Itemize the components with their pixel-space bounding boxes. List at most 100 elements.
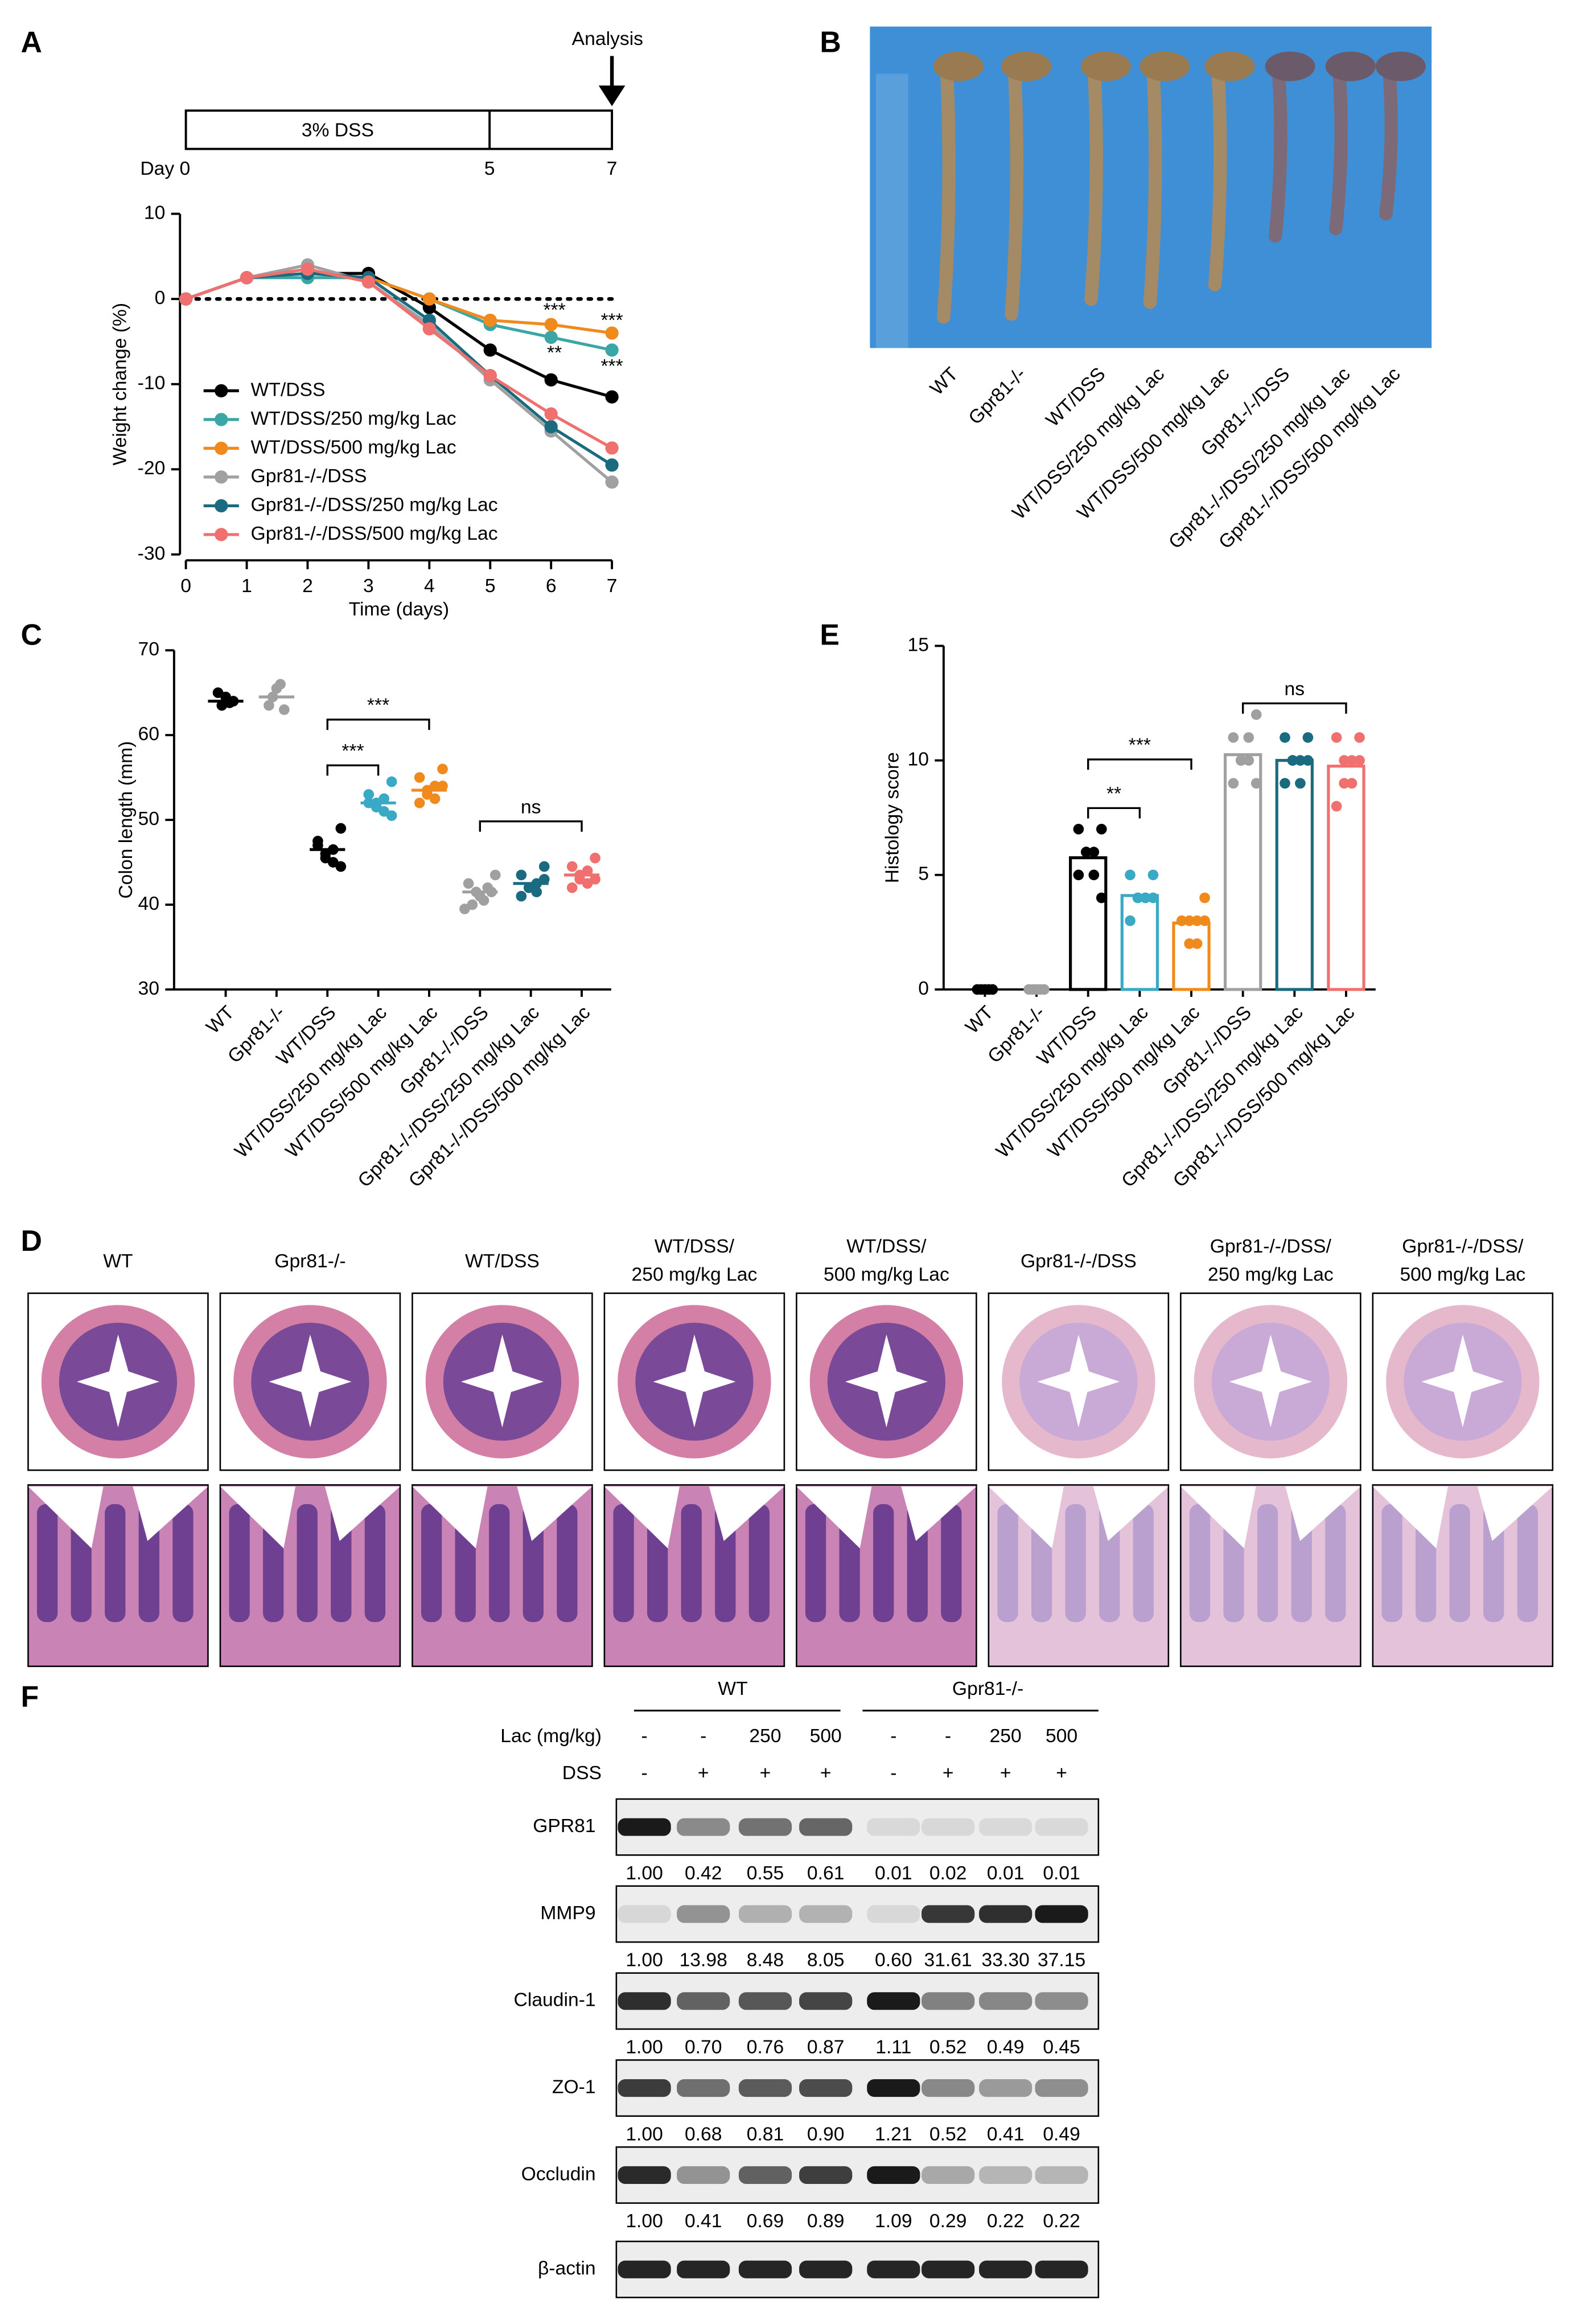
data-point [1250,709,1262,720]
data-point [1073,869,1084,881]
data-point [1147,869,1159,881]
cecum [1080,51,1131,81]
data-point [1346,755,1357,766]
band-quantification: 0.87 [807,2037,845,2058]
data-point [386,776,397,787]
lane-label: - [945,1726,951,1747]
data-point [538,861,550,872]
data-point [414,772,425,783]
histology-header: WT/DSS/ [655,1236,735,1257]
cecum [1001,51,1051,81]
band-quantification: 37.15 [1038,1950,1085,1971]
specimen-label: Gpr81-/- [965,363,1030,429]
lane-label: - [700,1726,706,1747]
data-point [1228,732,1239,743]
photo-ruler [875,73,908,348]
data-point [459,904,470,914]
lumen [269,1335,352,1428]
lumen [845,1335,928,1428]
lane-label: - [890,1763,896,1784]
band [677,1905,730,1923]
band [867,2079,920,2097]
band-quantification: 1.00 [626,1863,663,1884]
band-quantification: 1.11 [875,2037,911,2058]
significance: *** [342,741,364,762]
lane-label: - [641,1726,647,1747]
data-point [483,313,497,327]
band-quantification: 1.00 [626,2211,663,2232]
band-quantification: 0.45 [1043,2037,1080,2058]
data-point [437,781,448,791]
band-quantification: 0.02 [929,1863,967,1884]
band [921,2260,975,2278]
band-quantification: 0.90 [807,2124,845,2145]
cecum [1139,51,1190,81]
crypt [421,1504,442,1623]
y-tick-label: 0 [918,978,929,999]
significance-bracket [1087,807,1141,819]
band [677,1818,730,1836]
panel-label: C [20,618,42,651]
significance: ns [521,796,541,818]
data-point [1140,892,1151,904]
crypt [748,1504,770,1623]
data-point [1073,824,1084,835]
data-point [1023,984,1034,995]
data-point [544,407,558,421]
colon [1329,59,1348,236]
lumen [460,1335,544,1428]
data-point [264,700,274,711]
crypt [105,1504,126,1623]
lane-label: 250 [749,1726,781,1747]
band [1035,2166,1088,2184]
band-quantification: 0.52 [929,2124,967,2145]
band [979,2079,1032,2097]
data-point [1339,778,1350,789]
data-point [463,878,474,889]
legend-label: Gpr81-/-/DSS/250 mg/kg Lac [251,494,498,515]
band-quantification: 0.52 [929,2037,967,2058]
data-point [566,861,578,872]
crypt [941,1504,962,1623]
data-point [1184,915,1195,926]
data-point [605,441,619,455]
colon [1208,59,1227,291]
band-name: β-actin [538,2258,596,2279]
panel-label: F [20,1680,39,1713]
data-point [1235,755,1246,766]
histology-header: WT/DSS [465,1251,540,1272]
band-name: MMP9 [540,1903,595,1924]
bar [1275,759,1314,991]
band [921,2079,975,2097]
data-point [1184,938,1195,949]
colon [1143,59,1162,309]
data-point [1176,915,1187,926]
data-point [1147,892,1159,904]
panel-label: B [820,25,841,58]
legend-marker [215,413,228,426]
band-quantification: 0.01 [987,1863,1025,1884]
band [921,2166,975,2184]
band-quantification: 31.61 [924,1950,972,1971]
y-tick-label: 10 [908,749,929,770]
legend-marker [215,528,228,541]
band-quantification: 0.68 [685,2124,722,2145]
band [618,1992,671,2010]
band [921,1905,975,1923]
histology-header: WT/DSS/ [846,1236,927,1257]
data-point [1295,778,1306,789]
crypt [805,1504,826,1623]
significance-bracket [1087,758,1192,770]
colon [937,59,956,324]
bar [1120,894,1159,991]
y-tick-label: 30 [138,978,159,999]
data-point [544,420,558,434]
band [618,1905,671,1923]
data-point [224,697,235,708]
band [799,1818,853,1836]
legend-marker [215,499,228,513]
x-tick-label: 2 [302,576,313,597]
y-tick-label: 5 [918,864,929,885]
bar [1172,921,1211,991]
blot-membrane [615,1798,1100,1856]
